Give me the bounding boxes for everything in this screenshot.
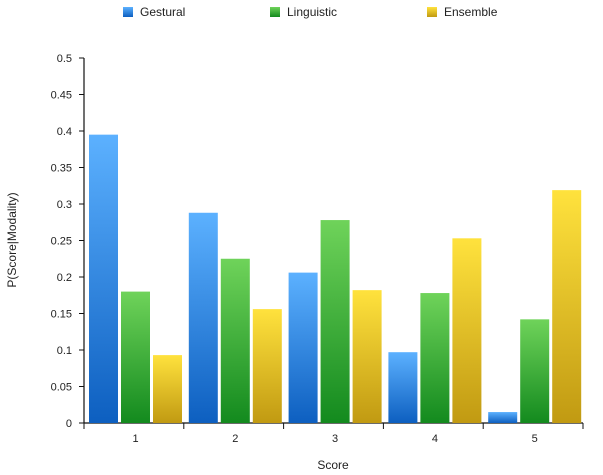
legend-label-ensemble: Ensemble [444, 5, 498, 19]
x-tick-label: 1 [132, 433, 138, 445]
y-tick-label: 0.3 [57, 199, 72, 211]
bar-ensemble-score-3 [352, 290, 382, 423]
bar-linguistic-score-1 [121, 291, 150, 423]
x-axis: 1 2 3 4 5 [83, 422, 584, 445]
bar-linguistic-score-3 [320, 220, 350, 423]
bar-gestural-score-3 [288, 272, 318, 423]
y-tick-label: 0.05 [51, 382, 72, 394]
y-tick-label: 0.5 [57, 53, 72, 65]
x-tick-label: 3 [332, 433, 338, 445]
bar-gestural-score-2 [188, 212, 218, 423]
legend-label-gestural: Gestural [140, 5, 185, 19]
y-tick-label: 0.15 [51, 309, 72, 321]
y-tick-label: 0 [66, 418, 72, 430]
x-tick-label: 4 [432, 433, 438, 445]
bar-linguistic-score-4 [420, 293, 450, 423]
bars [89, 134, 582, 423]
legend: Gestural Linguistic Ensemble [123, 5, 498, 19]
y-axis: 0 0.05 0.1 0.15 0.2 0.25 0.3 0.35 0.4 0.45 0.5 [51, 53, 85, 430]
y-axis-title: P(Score|Modality) [5, 192, 19, 287]
x-tick-label: 2 [232, 433, 238, 445]
y-tick-label: 0.4 [57, 126, 72, 138]
bar-gestural-score-1 [89, 134, 118, 423]
legend-swatch-linguistic [270, 7, 280, 17]
y-tick-label: 0.45 [51, 90, 72, 102]
y-tick-label: 0.35 [51, 163, 72, 175]
legend-swatch-gestural [123, 7, 133, 17]
y-tick-label: 0.25 [51, 236, 72, 248]
y-tick-label: 0.2 [57, 272, 72, 284]
bar-linguistic-score-2 [220, 258, 250, 423]
bar-ensemble-score-4 [452, 238, 482, 423]
x-tick-label: 5 [532, 433, 538, 445]
bar-ensemble-score-2 [252, 309, 282, 423]
legend-swatch-ensemble [427, 7, 437, 17]
y-tick-label: 0.1 [57, 345, 72, 357]
bar-gestural-score-4 [388, 352, 418, 423]
x-axis-title: Score [317, 458, 349, 472]
bar-ensemble-score-1 [153, 355, 182, 423]
bar-ensemble-score-5 [552, 190, 582, 423]
bar-gestural-score-5 [488, 412, 518, 423]
bar-linguistic-score-5 [520, 319, 550, 423]
legend-label-linguistic: Linguistic [287, 5, 337, 19]
